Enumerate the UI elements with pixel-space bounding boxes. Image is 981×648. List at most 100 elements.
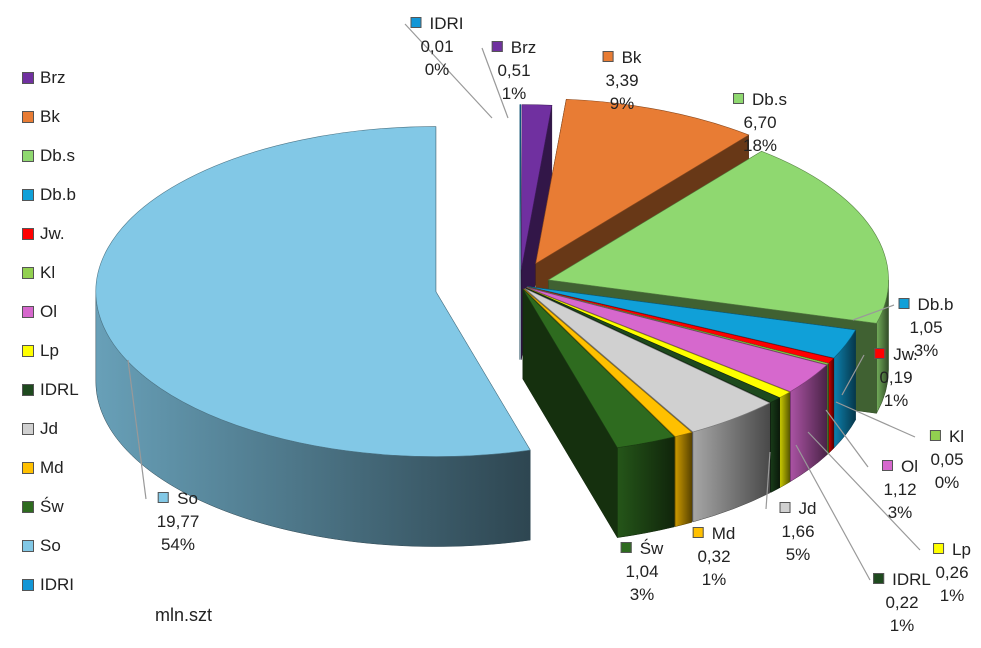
- legend-item-md: Md: [22, 448, 79, 487]
- legend-label: Jw.: [40, 223, 65, 243]
- data-label-name: Md: [711, 524, 736, 543]
- legend-swatch: [22, 383, 34, 396]
- data-label-value: 0,19: [879, 368, 913, 387]
- data-label-value: 0,22: [885, 593, 919, 612]
- data-label-jd: Jd 1,66 5%: [779, 497, 817, 566]
- data-label-percent: 1%: [939, 586, 965, 605]
- data-label-swatch: [933, 543, 945, 554]
- data-label-percent: 5%: [785, 545, 811, 564]
- data-label-kl: Kl 0,05 0%: [929, 425, 965, 494]
- data-label-swatch: [491, 41, 503, 52]
- data-label-idrl: IDRL 0,22 1%: [873, 568, 931, 637]
- legend-item-so: So: [22, 526, 79, 565]
- data-label-swatch: [620, 542, 632, 553]
- leader-line-so: [127, 359, 147, 500]
- data-label-lp: Lp 0,26 1%: [933, 538, 971, 607]
- data-label-ol: Ol 1,12 3%: [882, 455, 918, 524]
- data-label-name: Kl: [948, 427, 965, 446]
- data-label-name: Brz: [510, 38, 537, 57]
- data-label-value: 1,66: [781, 522, 815, 541]
- legend-label: Ol: [40, 301, 57, 321]
- data-label-swatch: [602, 51, 614, 62]
- data-label-value: 0,51: [497, 61, 531, 80]
- data-label-md: Md 0,32 1%: [692, 522, 736, 591]
- data-label-swatch: [882, 460, 893, 471]
- legend-label: IDRI: [40, 574, 74, 594]
- data-label-sw: Św 1,04 3%: [620, 537, 664, 606]
- legend-label: Db.s: [40, 145, 75, 165]
- data-label-name: Św: [639, 539, 664, 558]
- data-label-idri: IDRI 0,01 0%: [410, 12, 464, 81]
- unit-label: mln.szt: [155, 605, 213, 625]
- leader-line-lp: [807, 431, 921, 551]
- legend-label: Kl: [40, 262, 56, 282]
- legend-item-sw: Św: [22, 487, 79, 526]
- data-label-value: 0,26: [935, 563, 969, 582]
- pie-slice-idri: [519, 104, 521, 360]
- legend-item-idri: IDRI: [22, 565, 79, 604]
- legend-swatch: [22, 305, 34, 318]
- data-label-brz: Brz 0,51 1%: [491, 36, 537, 105]
- leader-line-jw: [841, 354, 865, 396]
- legend-item-kl: Kl: [22, 253, 79, 292]
- legend-swatch: [22, 266, 34, 279]
- legend-label: Brz: [40, 67, 66, 87]
- data-label-value: 1,04: [625, 562, 659, 581]
- data-label-percent: 1%: [701, 570, 727, 589]
- legend-item-idrl: IDRL: [22, 370, 79, 409]
- data-label-swatch: [929, 430, 941, 441]
- legend-item-lp: Lp: [22, 331, 79, 370]
- data-label-name: Bk: [621, 48, 642, 67]
- data-label-value: 1,05: [909, 318, 943, 337]
- data-label-so: So 19,77 54%: [157, 487, 200, 556]
- data-label-value: 0,01: [420, 37, 454, 56]
- data-label-percent: 18%: [742, 136, 778, 155]
- legend-label: So: [40, 535, 61, 555]
- legend-item-jd: Jd: [22, 409, 79, 448]
- leader-line-dbb: [852, 304, 895, 321]
- data-label-percent: 9%: [609, 94, 635, 113]
- data-label-percent: 3%: [887, 503, 913, 522]
- leader-line-ol: [825, 409, 869, 468]
- data-label-jw: Jw. 0,19 1%: [874, 343, 918, 412]
- data-label-name: IDRL: [892, 570, 931, 589]
- data-label-percent: 0%: [424, 60, 450, 79]
- data-label-percent: 1%: [501, 84, 527, 103]
- data-label-percent: 54%: [160, 535, 196, 554]
- data-label-swatch: [733, 93, 745, 104]
- legend-swatch: [22, 149, 34, 162]
- leader-line-jd: [765, 451, 771, 510]
- data-label-value: 0,05: [930, 450, 964, 469]
- legend-label: Lp: [40, 340, 59, 360]
- data-label-percent: 0%: [934, 473, 960, 492]
- data-label-name: Lp: [952, 540, 971, 559]
- pie-slice-sw: [522, 288, 675, 539]
- legend-label: Md: [40, 457, 64, 477]
- data-label-value: 19,77: [156, 512, 200, 531]
- data-label-name: Ol: [901, 457, 918, 476]
- data-label-name: Jw.: [893, 345, 918, 364]
- data-label-dbs: Db.s 6,70 18%: [733, 88, 787, 157]
- data-label-name: Jd: [798, 499, 817, 518]
- legend-item-brz: Brz: [22, 58, 79, 97]
- data-label-value: 1,12: [883, 480, 917, 499]
- data-label-name: IDRI: [429, 14, 464, 33]
- data-label-swatch: [873, 573, 885, 584]
- legend-label: Jd: [40, 418, 58, 438]
- data-label-percent: 1%: [883, 391, 909, 410]
- data-label-swatch: [898, 298, 910, 309]
- data-label-dbb: Db.b 1,05 3%: [898, 293, 954, 362]
- data-label-swatch: [158, 492, 170, 503]
- data-label-name: Db.b: [917, 295, 954, 314]
- data-label-value: 0,32: [697, 547, 731, 566]
- legend-swatch: [22, 539, 34, 552]
- legend-swatch: [22, 578, 34, 591]
- legend-label: Św: [40, 496, 64, 516]
- legend-item-dbs: Db.s: [22, 136, 79, 175]
- data-label-swatch: [692, 527, 704, 538]
- legend-item-dbb: Db.b: [22, 175, 79, 214]
- legend: Brz Bk Db.s Db.b Jw. Kl Ol Lp IDRL Jd Md Św So IDRI: [22, 58, 79, 604]
- data-label-swatch: [874, 348, 886, 359]
- data-label-name: Db.s: [752, 90, 787, 109]
